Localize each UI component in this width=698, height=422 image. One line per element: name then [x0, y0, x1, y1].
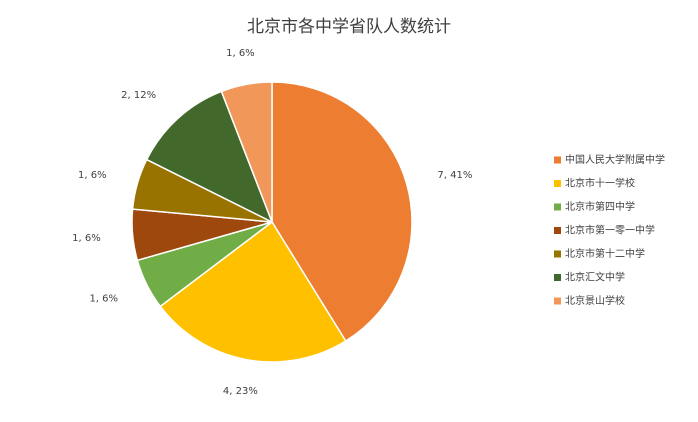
pie-slice [145, 90, 274, 224]
data-label: 1, 6% [72, 233, 101, 244]
data-label: 1, 6% [78, 170, 107, 181]
legend-label: 北京市第一零一中学 [565, 224, 655, 237]
data-label: 1, 6% [226, 48, 255, 59]
legend-swatch [554, 203, 561, 211]
legend-swatch [554, 180, 561, 187]
data-label: 7, 41% [437, 170, 472, 181]
data-label: 1, 6% [89, 294, 118, 305]
legend-swatch [554, 297, 561, 305]
pie-slice [159, 220, 347, 363]
legend-swatch [554, 227, 561, 234]
legend-swatch [554, 274, 561, 281]
data-label: 2, 12% [121, 90, 156, 101]
legend-label: 北京景山学校 [565, 294, 625, 307]
legend-swatch [554, 156, 561, 164]
legend-label: 北京汇文中学 [565, 271, 625, 284]
pie-slice [220, 81, 273, 223]
legend-label: 中国人民大学附属中学 [565, 153, 665, 166]
legend-label: 北京市第四中学 [565, 200, 635, 213]
legend-label: 北京市第十二中学 [565, 247, 645, 260]
pie-slice [271, 81, 413, 343]
legend-swatch [554, 250, 561, 258]
data-label: 4, 23% [223, 386, 258, 397]
legend-label: 北京市十一学校 [565, 177, 635, 190]
chart-title: 北京市各中学省队人数统计 [247, 17, 451, 37]
